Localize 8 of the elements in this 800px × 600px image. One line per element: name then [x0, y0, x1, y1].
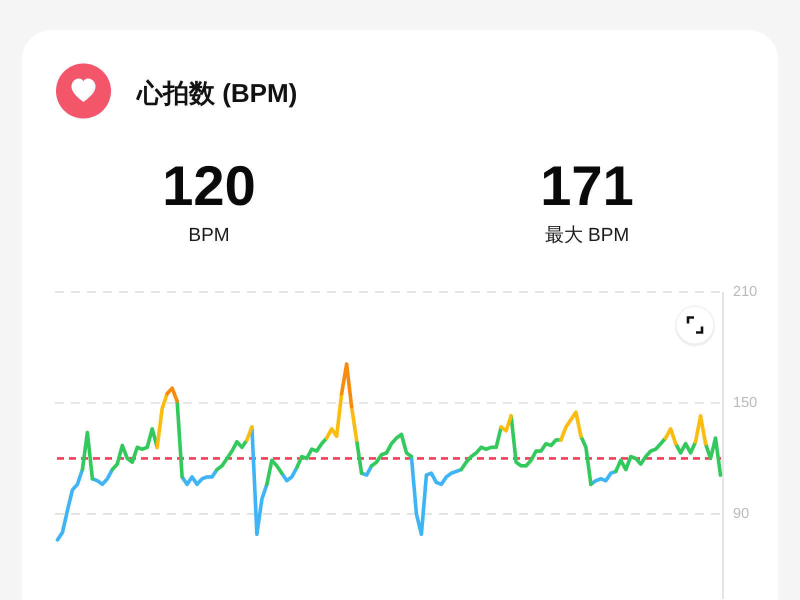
annotation: 171 — [540, 154, 634, 217]
ytick-label: 210 — [733, 284, 758, 300]
ytick-label: 90 — [733, 506, 750, 522]
annotation: 最大 BPM — [544, 225, 630, 246]
title: 心拍数 (BPM) — [137, 78, 298, 108]
ytick-label: 150 — [733, 394, 758, 411]
annotation: 120 — [162, 154, 256, 217]
annotation: BPM — [188, 225, 230, 246]
